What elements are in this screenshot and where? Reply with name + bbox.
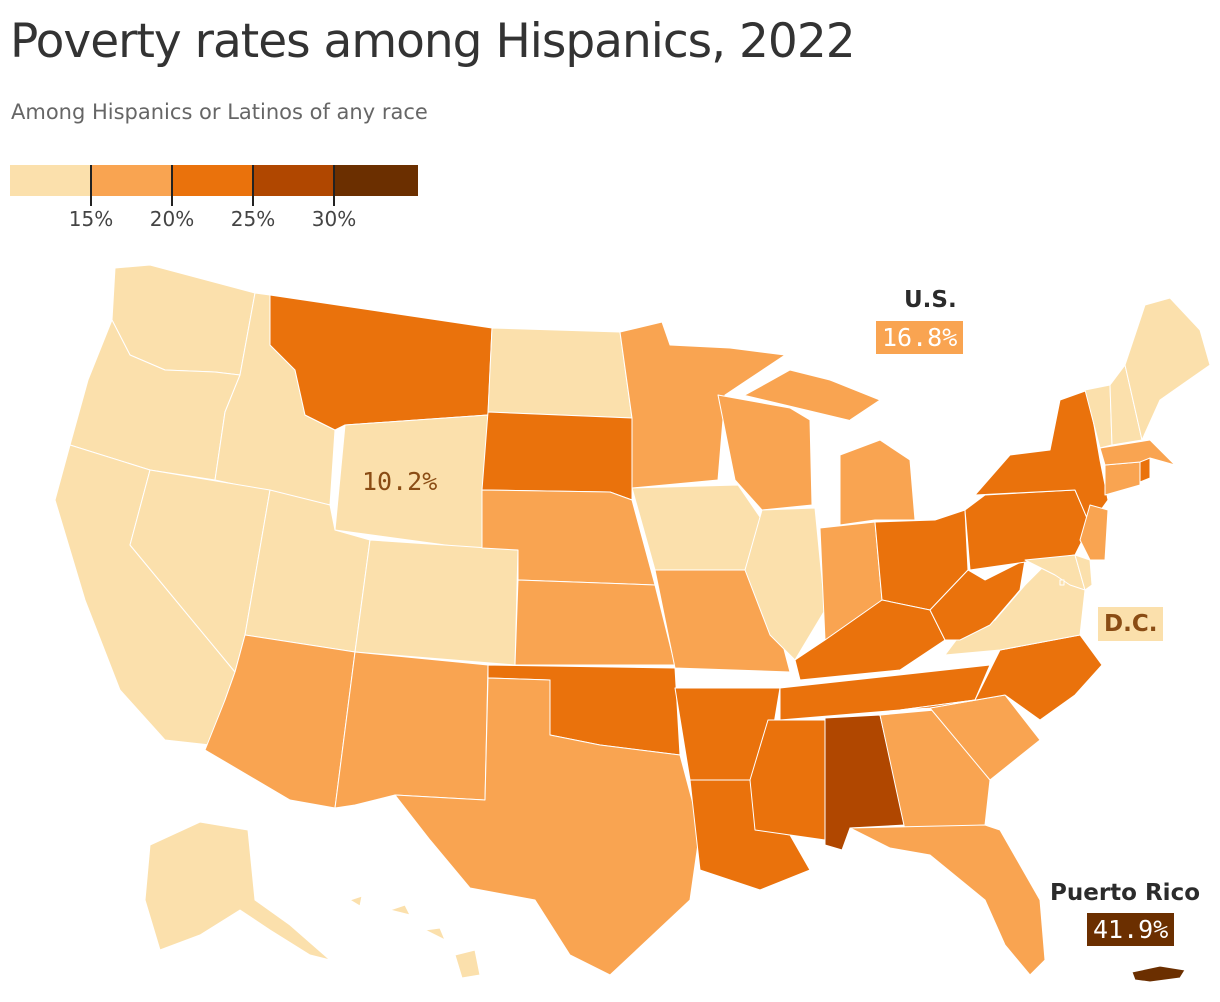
color-legend: 15% 20% 25% 30% xyxy=(10,165,418,233)
state-TX[interactable] xyxy=(394,677,701,976)
pr-label: Puerto Rico xyxy=(1050,880,1201,906)
state-FL[interactable] xyxy=(849,824,1046,976)
state-IA[interactable] xyxy=(631,484,763,571)
us-label: U.S. xyxy=(904,287,957,313)
state-NJ[interactable] xyxy=(1079,504,1109,561)
legend-swatch-4 xyxy=(253,165,334,196)
state-WV[interactable] xyxy=(929,559,1026,641)
state-DE[interactable] xyxy=(1074,554,1093,591)
state-ME[interactable] xyxy=(1124,297,1211,441)
state-CO[interactable] xyxy=(354,539,519,666)
legend-bar xyxy=(10,165,418,196)
pr-value: 41.9% xyxy=(1087,913,1175,946)
legend-swatch-1 xyxy=(10,165,91,196)
legend-swatch-5 xyxy=(334,165,418,196)
chart-title: Poverty rates among Hispanics, 2022 xyxy=(10,14,856,69)
legend-label-20: 20% xyxy=(149,207,195,231)
state-MD[interactable] xyxy=(1024,554,1086,591)
legend-label-25: 25% xyxy=(230,207,276,231)
state-MI[interactable] xyxy=(744,369,916,526)
state-SD[interactable] xyxy=(481,411,633,501)
wy-value: 10.2% xyxy=(362,467,438,496)
state-KS[interactable] xyxy=(514,579,676,666)
dc-label: D.C. xyxy=(1098,607,1164,641)
state-CT[interactable] xyxy=(1104,461,1141,496)
state-PR[interactable] xyxy=(1131,965,1186,983)
us-value: 16.8% xyxy=(876,321,964,354)
state-DC[interactable] xyxy=(1059,579,1065,586)
chart-subtitle: Among Hispanics or Latinos of any race xyxy=(11,100,428,124)
legend-tick-30 xyxy=(333,165,335,206)
legend-swatch-3 xyxy=(172,165,253,196)
legend-tick-25 xyxy=(252,165,254,206)
state-WI[interactable] xyxy=(717,394,813,511)
state-NC[interactable] xyxy=(899,634,1103,721)
state-GA[interactable] xyxy=(879,709,991,831)
state-MN[interactable] xyxy=(619,321,786,489)
legend-label-30: 30% xyxy=(311,207,357,231)
state-NM[interactable] xyxy=(334,651,489,809)
state-MA[interactable] xyxy=(1099,439,1176,466)
legend-swatch-2 xyxy=(91,165,172,196)
state-ND[interactable] xyxy=(487,327,633,419)
legend-tick-20 xyxy=(171,165,173,206)
legend-tick-15 xyxy=(90,165,92,206)
state-AK[interactable] xyxy=(144,821,331,961)
legend-label-15: 15% xyxy=(68,207,114,231)
state-HI[interactable] xyxy=(349,895,481,979)
